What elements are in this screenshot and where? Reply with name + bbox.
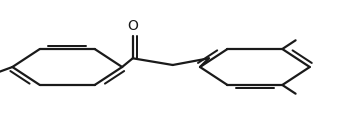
Text: O: O: [127, 20, 138, 34]
